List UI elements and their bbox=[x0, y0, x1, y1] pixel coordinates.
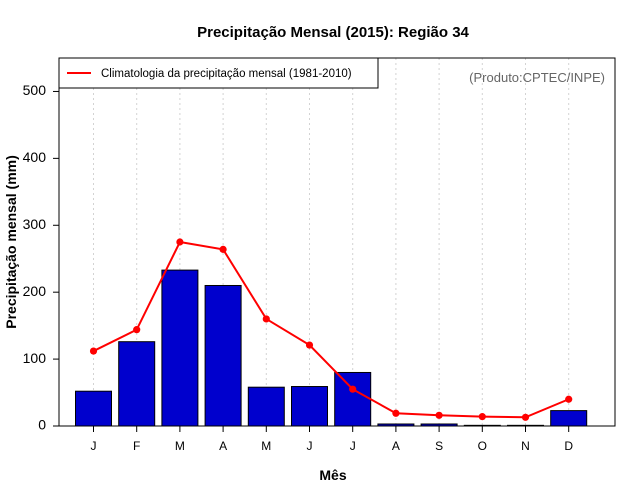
x-tick-label: J bbox=[307, 439, 313, 453]
bar-m-5 bbox=[247, 386, 285, 427]
climatology-point bbox=[262, 315, 270, 323]
climatology-line-group bbox=[89, 238, 573, 421]
y-tick-label: 0 bbox=[38, 417, 46, 433]
legend: Climatologia da precipitação mensal (198… bbox=[58, 57, 379, 89]
bars bbox=[75, 269, 588, 427]
x-tick-label: O bbox=[478, 439, 487, 453]
climatology-line bbox=[93, 240, 570, 419]
x-tick-label: N bbox=[521, 439, 530, 453]
x-tick-label: J bbox=[350, 439, 356, 453]
bar-d-12 bbox=[550, 410, 588, 427]
x-tick-label: M bbox=[261, 439, 271, 453]
x-tick-label: M bbox=[175, 439, 185, 453]
bar-j-6 bbox=[291, 386, 328, 427]
y-tick-label: 400 bbox=[23, 149, 47, 165]
x-tick-label: A bbox=[219, 439, 227, 453]
climatology-point bbox=[133, 326, 141, 334]
climatology-point bbox=[176, 238, 184, 246]
climatology-point bbox=[305, 341, 314, 349]
y-tick-label: 500 bbox=[23, 82, 47, 98]
bar-j-1 bbox=[75, 390, 112, 427]
y-axis: 0 100 200 300 400 500 bbox=[23, 82, 59, 433]
climatology-point bbox=[392, 409, 400, 417]
x-tick-label: A bbox=[392, 439, 400, 453]
climatology-point bbox=[478, 413, 486, 421]
climatology-point bbox=[219, 245, 227, 253]
climatology-point bbox=[521, 413, 530, 421]
x-tick-label: F bbox=[133, 439, 140, 453]
chart-title: Precipitação Mensal (2015): Região 34 bbox=[197, 24, 469, 41]
bar-j-7 bbox=[334, 371, 372, 427]
y-axis-label: Precipitação mensal (mm) bbox=[3, 155, 19, 329]
source-annotation: (Produto:CPTEC/INPE) bbox=[469, 70, 605, 85]
climatology-point bbox=[565, 395, 573, 403]
x-tick-label: S bbox=[435, 439, 443, 453]
x-axis-label: Mês bbox=[319, 467, 346, 483]
bar-m-3 bbox=[161, 269, 199, 427]
bar-f-2 bbox=[118, 341, 156, 427]
climatology-point bbox=[349, 385, 357, 393]
y-tick-label: 200 bbox=[23, 283, 47, 299]
legend-label-climatology: Climatologia da precipitação mensal (198… bbox=[101, 68, 352, 80]
x-tick-label: D bbox=[564, 439, 573, 453]
x-tick-label: J bbox=[91, 439, 97, 453]
climatology-point bbox=[435, 411, 443, 419]
y-tick-label: 300 bbox=[23, 216, 47, 232]
y-tick-label: 100 bbox=[23, 350, 47, 366]
legend-box bbox=[58, 57, 379, 89]
climatology-point bbox=[89, 347, 98, 355]
bar-a-4 bbox=[204, 284, 242, 427]
